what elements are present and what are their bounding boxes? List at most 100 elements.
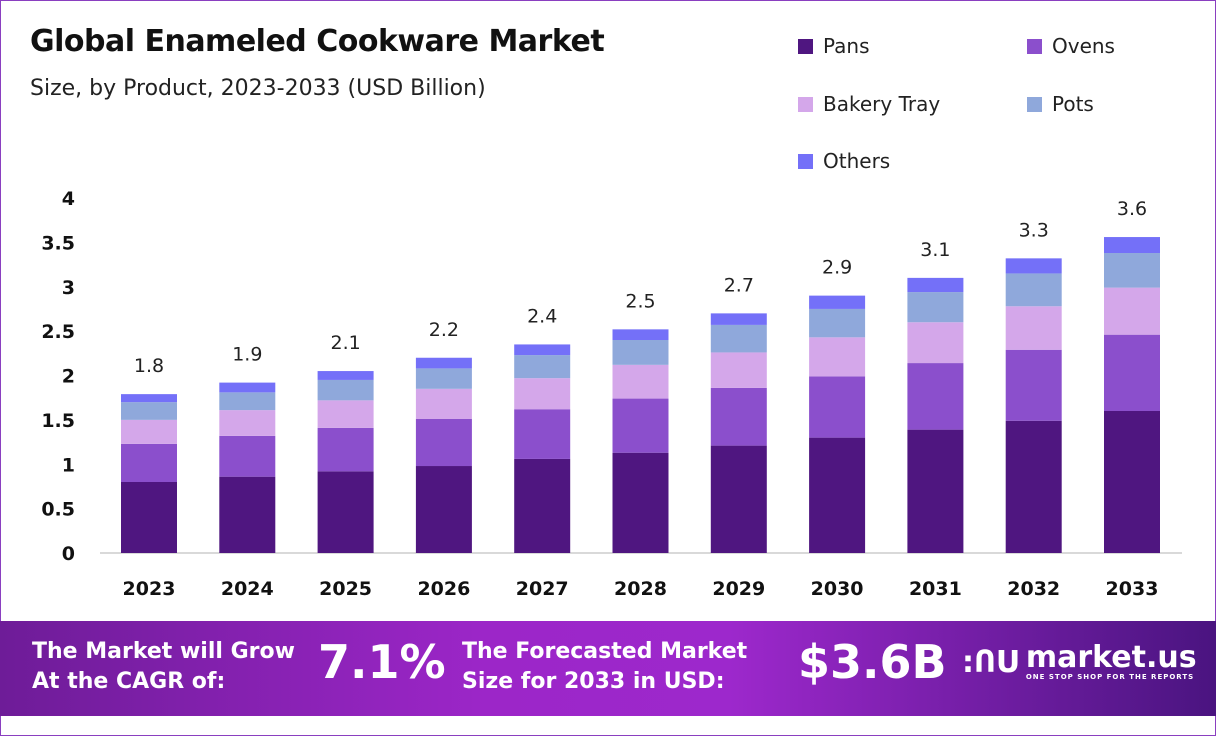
legend-swatch: [798, 96, 813, 112]
bar-segment-others-2023: [121, 394, 177, 403]
x-tick-label-2025: 2025: [319, 578, 372, 600]
legend-swatch: [1027, 96, 1042, 112]
logo-name: market.us: [1025, 640, 1197, 675]
cagr-value: 7.1%: [318, 635, 446, 689]
bar-segment-pans-2023: [121, 482, 177, 553]
x-tick-label-2027: 2027: [516, 578, 569, 600]
bar-segment-others-2026: [415, 357, 472, 369]
forecast-label: The Forecasted Market Size for 2033 in U…: [462, 637, 747, 697]
bar-segment-others-2033: [1104, 237, 1160, 254]
y-tick-label: 0: [62, 543, 75, 565]
forecast-label-line1: The Forecasted Market: [462, 639, 748, 664]
bar-segment-pots-2030: [809, 308, 866, 338]
legend-label: Pans: [823, 34, 870, 58]
bar-segment-pots-2033: [1104, 253, 1160, 288]
logo-mark-icon: :ՈՍ: [962, 644, 1018, 680]
bar-segment-ovens-2026: [415, 418, 472, 467]
bar-segment-ovens-2028: [612, 398, 669, 453]
total-label-2030: 2.9: [822, 257, 852, 279]
bar-segment-others-2027: [514, 344, 571, 356]
footer-banner: The Market will Grow At the CAGR of: 7.1…: [0, 621, 1216, 716]
bar-segment-pots-2023: [121, 402, 177, 420]
bar-segment-ovens-2032: [1005, 349, 1062, 421]
cagr-label: The Market will Grow At the CAGR of:: [32, 637, 295, 697]
logo-tagline: ONE STOP SHOP FOR THE REPORTS: [1025, 673, 1195, 681]
bar-segment-pots-2025: [317, 379, 374, 401]
bar-segment-others-2024: [219, 382, 276, 393]
total-label-2027: 2.4: [527, 305, 557, 327]
bar-segment-bakery-tray-2025: [317, 400, 374, 428]
total-label-2032: 3.3: [1019, 219, 1049, 241]
bar-segment-others-2030: [809, 295, 866, 309]
y-tick-label: 2: [62, 366, 75, 388]
bar-segment-pans-2033: [1104, 411, 1160, 553]
chart-title: Global Enameled Cookware Market: [30, 24, 605, 59]
bar-segment-bakery-tray-2023: [121, 419, 177, 444]
legend-item-others: Others: [798, 149, 890, 173]
x-tick-label-2032: 2032: [1007, 578, 1060, 600]
legend-label: Ovens: [1052, 34, 1115, 58]
x-tick-label-2030: 2030: [811, 578, 864, 600]
bar-segment-others-2031: [907, 277, 964, 293]
bar-segment-pans-2029: [710, 445, 767, 553]
bar-segment-ovens-2027: [514, 409, 571, 459]
bar-segment-pans-2024: [219, 476, 276, 553]
chart-subtitle: Size, by Product, 2023-2033 (USD Billion…: [30, 76, 486, 101]
total-label-2023: 1.8: [134, 355, 164, 377]
bar-segment-bakery-tray-2030: [809, 337, 866, 377]
bar-segment-pans-2032: [1005, 420, 1062, 553]
bar-segment-bakery-tray-2032: [1005, 306, 1062, 350]
bar-segment-pans-2028: [612, 452, 669, 553]
legend-label: Pots: [1052, 92, 1094, 116]
y-tick-label: 3: [62, 277, 75, 299]
x-tick-label-2031: 2031: [909, 578, 962, 600]
bar-segment-bakery-tray-2031: [907, 322, 964, 364]
total-label-2028: 2.5: [625, 290, 655, 312]
legend-item-bakery-tray: Bakery Tray: [798, 92, 940, 116]
bar-segment-ovens-2024: [219, 435, 276, 477]
legend-item-ovens: Ovens: [1027, 34, 1115, 58]
y-tick-label: 1.5: [41, 410, 75, 432]
bar-segment-pots-2028: [612, 340, 669, 365]
bar-segment-pots-2032: [1005, 273, 1062, 307]
x-tick-label-2029: 2029: [712, 578, 765, 600]
bar-segment-ovens-2033: [1104, 334, 1160, 411]
bar-segment-pans-2025: [317, 471, 374, 553]
market-us-logo: :ՈՍ market.us ONE STOP SHOP FOR THE REPO…: [962, 640, 1197, 682]
y-tick-label: 3.5: [41, 232, 75, 254]
forecast-label-line2: Size for 2033 in USD:: [462, 669, 725, 694]
total-label-2026: 2.2: [429, 319, 459, 341]
bar-segment-bakery-tray-2033: [1104, 287, 1160, 335]
bar-segment-pans-2026: [415, 466, 472, 553]
bar-segment-others-2032: [1005, 258, 1062, 274]
bar-segment-ovens-2030: [809, 376, 866, 438]
bar-segment-pots-2026: [415, 368, 472, 389]
bar-segment-pots-2024: [219, 392, 276, 411]
bar-segment-bakery-tray-2026: [415, 388, 472, 419]
bar-segment-others-2029: [710, 313, 767, 325]
total-label-2029: 2.7: [724, 274, 754, 296]
y-tick-label: 0.5: [41, 499, 75, 521]
bar-segment-bakery-tray-2024: [219, 410, 276, 436]
total-label-2024: 1.9: [232, 344, 262, 366]
bar-segment-pans-2030: [809, 437, 866, 553]
cagr-label-line2: At the CAGR of:: [32, 669, 226, 694]
bar-segment-ovens-2025: [317, 427, 374, 472]
bar-segment-ovens-2031: [907, 363, 964, 430]
legend-swatch: [798, 153, 813, 169]
bar-segment-bakery-tray-2029: [710, 352, 767, 388]
bar-segment-others-2025: [317, 371, 374, 380]
bar-segment-ovens-2029: [710, 387, 767, 446]
bar-segment-bakery-tray-2027: [514, 378, 571, 410]
x-tick-label-2033: 2033: [1106, 578, 1159, 600]
bar-segment-ovens-2023: [121, 443, 177, 482]
y-tick-label: 1: [62, 454, 75, 476]
x-tick-label-2026: 2026: [417, 578, 470, 600]
cagr-label-line1: The Market will Grow: [32, 639, 295, 664]
total-label-2025: 2.1: [330, 332, 360, 354]
bar-segment-pots-2029: [710, 324, 767, 353]
stacked-bar-chart: 0 0.5 1 1.5 2 2.5 3 3.5 4 1.8 2023 1.9 2024 2.1 2025 2.…: [41, 188, 1182, 600]
legend-item-pans: Pans: [798, 34, 870, 58]
total-label-2031: 3.1: [920, 239, 950, 261]
x-tick-label-2028: 2028: [614, 578, 667, 600]
